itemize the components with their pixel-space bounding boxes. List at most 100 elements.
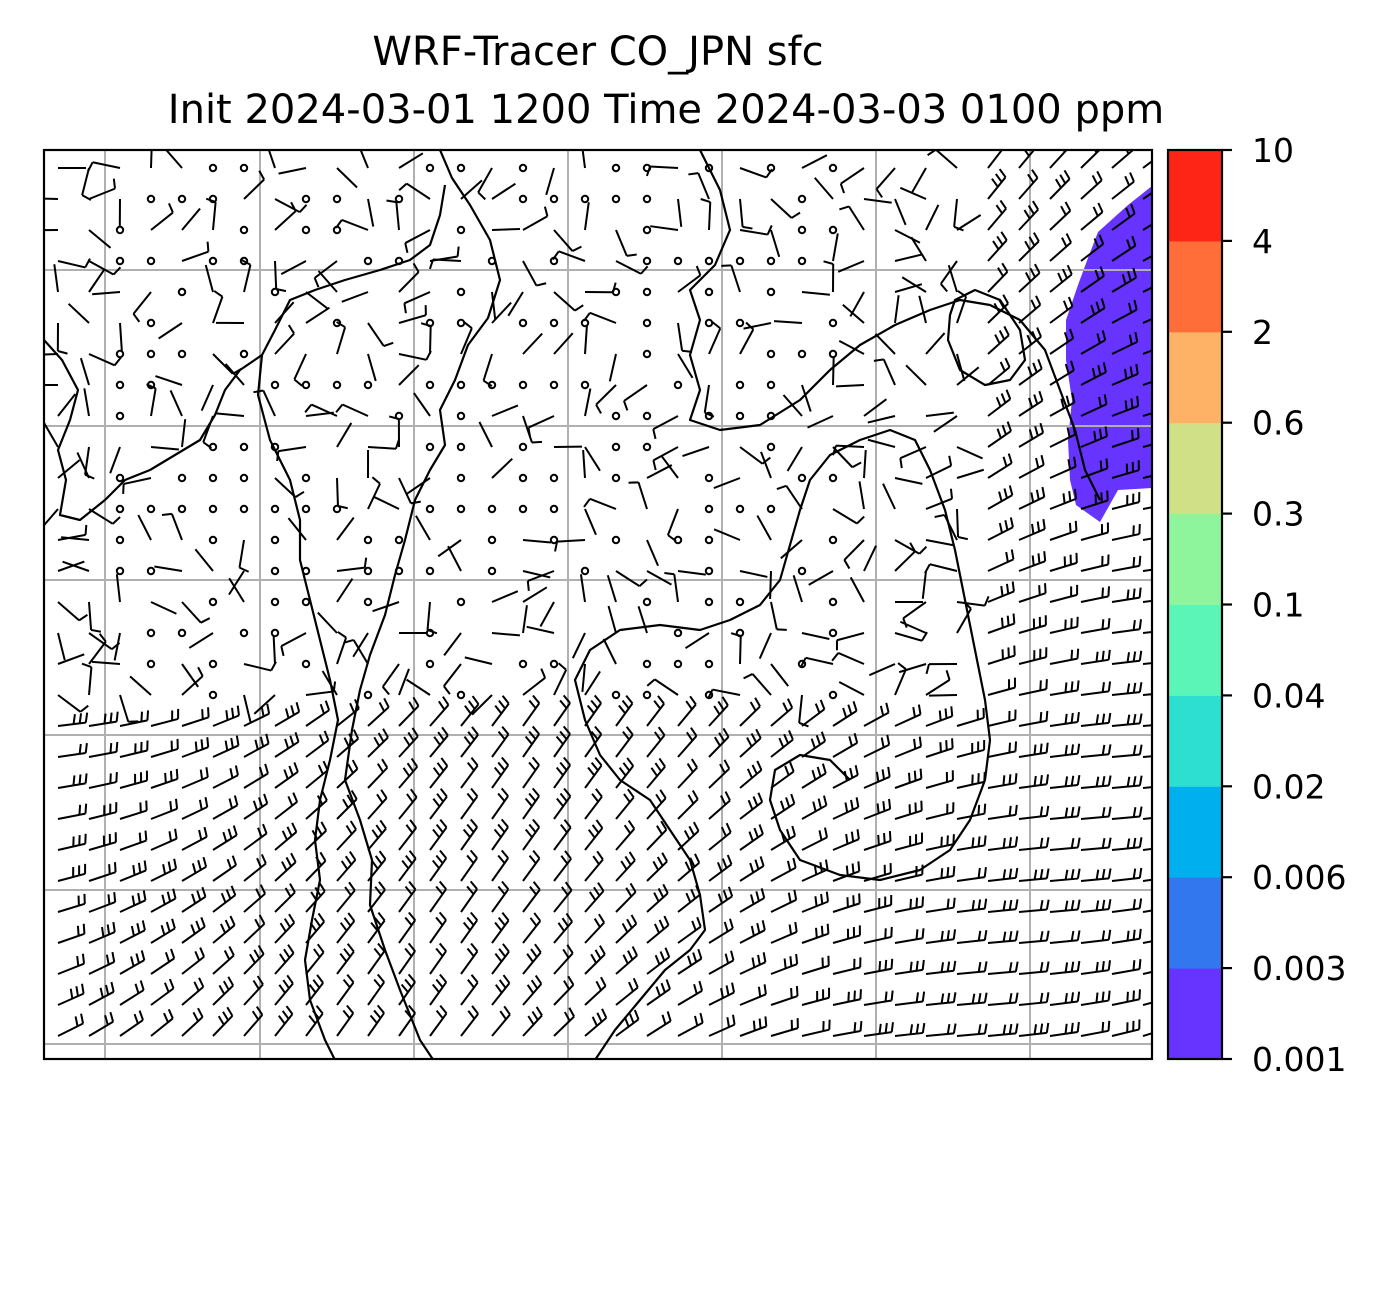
wind-barb: [522, 332, 543, 355]
wind-barb: [584, 388, 592, 417]
wind-barb: [956, 898, 988, 913]
colorbar-tick-label: 0.006: [1252, 858, 1346, 897]
wind-barb: [398, 850, 417, 882]
wind-barb: [770, 601, 787, 631]
wind-barb: [660, 454, 679, 479]
wind-barb: [646, 947, 671, 975]
wind-barb: [88, 268, 106, 293]
calm-wind-circle: [177, 504, 187, 514]
wind-barb: [243, 914, 266, 944]
colorbar-segment: [1168, 150, 1222, 242]
wind-barb: [57, 803, 88, 820]
wind-barb: [1142, 909, 1152, 913]
wind-barb: [987, 867, 1019, 882]
wind-barb: [1142, 755, 1152, 758]
wind-barb: [911, 167, 927, 193]
wind-barb: [1080, 458, 1109, 479]
wind-barb: [92, 660, 121, 665]
wind-barb: [119, 830, 148, 851]
calm-wind-circle: [797, 349, 807, 359]
wind-barb: [181, 796, 209, 820]
wind-barb: [88, 178, 116, 200]
wind-barb: [1111, 428, 1140, 448]
wind-barb: [304, 403, 338, 417]
wind-barb: [57, 632, 66, 661]
wind-barb: [1049, 960, 1081, 975]
calm-wind-circle: [518, 380, 528, 390]
calm-wind-circle: [518, 504, 528, 514]
wind-barb: [933, 415, 958, 433]
wind-barb: [987, 325, 1010, 355]
calm-wind-circle: [456, 287, 466, 297]
wind-barb: [398, 182, 431, 200]
wind-barb: [739, 446, 771, 465]
gridlines: [44, 150, 1152, 1059]
wind-barb: [925, 670, 951, 696]
wind-barb: [584, 819, 604, 851]
wind-barb: [808, 570, 834, 586]
wind-barb: [137, 514, 152, 541]
calm-wind-circle: [208, 535, 218, 545]
wind-barb: [1142, 940, 1152, 944]
wind-barb: [57, 653, 85, 665]
calm-wind-circle: [766, 163, 776, 173]
calm-wind-circle: [518, 163, 528, 173]
wind-barb: [770, 953, 799, 975]
wind-barb: [956, 1023, 988, 1037]
wind-barb: [1111, 837, 1143, 851]
coastline-mainland: [343, 150, 502, 1059]
wind-barb: [1018, 710, 1049, 727]
wind-barb: [1080, 775, 1112, 789]
wind-barb: [53, 264, 59, 293]
wind-barb: [181, 1007, 204, 1037]
wind-barb: [243, 733, 270, 758]
wind-barb: [57, 893, 86, 913]
colorbar-segment: [1168, 695, 1222, 787]
colorbar-tick-label: 0.6: [1252, 404, 1304, 443]
wind-barb: [863, 926, 893, 944]
wind-barb: [491, 301, 512, 324]
wind-barb: [1018, 551, 1047, 572]
wind-barb: [79, 357, 90, 386]
wind-barb: [429, 726, 449, 758]
wind-barb: [987, 992, 1019, 1006]
calm-wind-circle: [115, 256, 125, 266]
wind-barb: [267, 150, 276, 169]
wind-barb: [522, 881, 541, 913]
wind-barb: [956, 707, 985, 727]
wind-barb: [522, 943, 542, 975]
wind-barb: [274, 974, 294, 1006]
wind-barb: [212, 915, 236, 944]
wind-barb: [628, 481, 648, 510]
wind-barb: [615, 726, 634, 758]
wind-barb: [336, 973, 355, 1006]
calm-wind-circle: [828, 535, 838, 545]
wind-barb: [1080, 744, 1112, 758]
calm-wind-circle: [146, 256, 156, 266]
calm-wind-circle: [766, 442, 776, 452]
wind-barb: [894, 477, 923, 485]
wind-barb: [491, 818, 509, 851]
calm-wind-circle: [704, 411, 714, 421]
wind-barb: [584, 1008, 608, 1037]
wind-barb: [150, 446, 179, 451]
wind-barb: [646, 979, 671, 1006]
wind-barb: [646, 852, 668, 882]
wind-barb: [181, 419, 187, 448]
wind-barb: [522, 539, 551, 544]
colorbar-segment: [1168, 513, 1222, 605]
wind-barb: [181, 666, 204, 696]
wind-barb: [615, 229, 637, 257]
coastline-peninsula: [256, 354, 340, 1059]
wind-barb: [925, 929, 957, 944]
wind-barb: [770, 986, 799, 1006]
calm-wind-circle: [642, 318, 652, 328]
wind-barb: [522, 570, 551, 579]
wind-barb: [1142, 693, 1152, 696]
calm-wind-circle: [208, 659, 218, 669]
wind-barb: [181, 241, 210, 262]
wind-barb: [894, 736, 922, 758]
wind-barb: [925, 897, 956, 913]
map-frame: [42, 148, 1154, 1061]
